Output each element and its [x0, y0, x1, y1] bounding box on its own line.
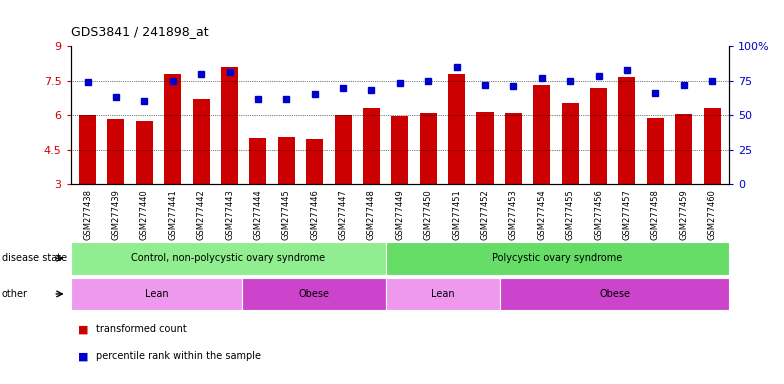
Bar	[221, 67, 238, 184]
Bar	[164, 74, 181, 184]
Text: ■: ■	[78, 324, 89, 334]
Text: transformed count: transformed count	[96, 324, 187, 334]
Bar	[79, 115, 96, 184]
Text: Polycystic ovary syndrome: Polycystic ovary syndrome	[492, 253, 622, 263]
Text: Control, non-polycystic ovary syndrome: Control, non-polycystic ovary syndrome	[131, 253, 325, 263]
Bar	[533, 85, 550, 184]
Bar	[477, 112, 493, 184]
Text: Obese: Obese	[299, 289, 329, 299]
Text: Lean: Lean	[431, 289, 455, 299]
Bar	[307, 139, 323, 184]
Bar	[136, 121, 153, 184]
Text: Obese: Obese	[599, 289, 630, 299]
Bar	[448, 74, 465, 184]
Bar	[335, 115, 351, 184]
Text: ■: ■	[78, 351, 89, 361]
Bar	[619, 77, 636, 184]
Bar	[419, 113, 437, 184]
Bar	[193, 99, 209, 184]
Bar	[391, 116, 408, 184]
Bar	[675, 114, 692, 184]
Bar	[278, 137, 295, 184]
Bar	[590, 88, 607, 184]
Text: Lean: Lean	[144, 289, 169, 299]
Text: GDS3841 / 241898_at: GDS3841 / 241898_at	[71, 25, 209, 38]
Bar	[363, 108, 380, 184]
Text: other: other	[2, 289, 27, 299]
Text: percentile rank within the sample: percentile rank within the sample	[96, 351, 260, 361]
Bar	[647, 118, 664, 184]
Bar	[703, 108, 720, 184]
Bar	[249, 138, 267, 184]
Bar	[561, 103, 579, 184]
Bar	[505, 113, 522, 184]
Text: disease state: disease state	[2, 253, 67, 263]
Bar	[107, 119, 125, 184]
